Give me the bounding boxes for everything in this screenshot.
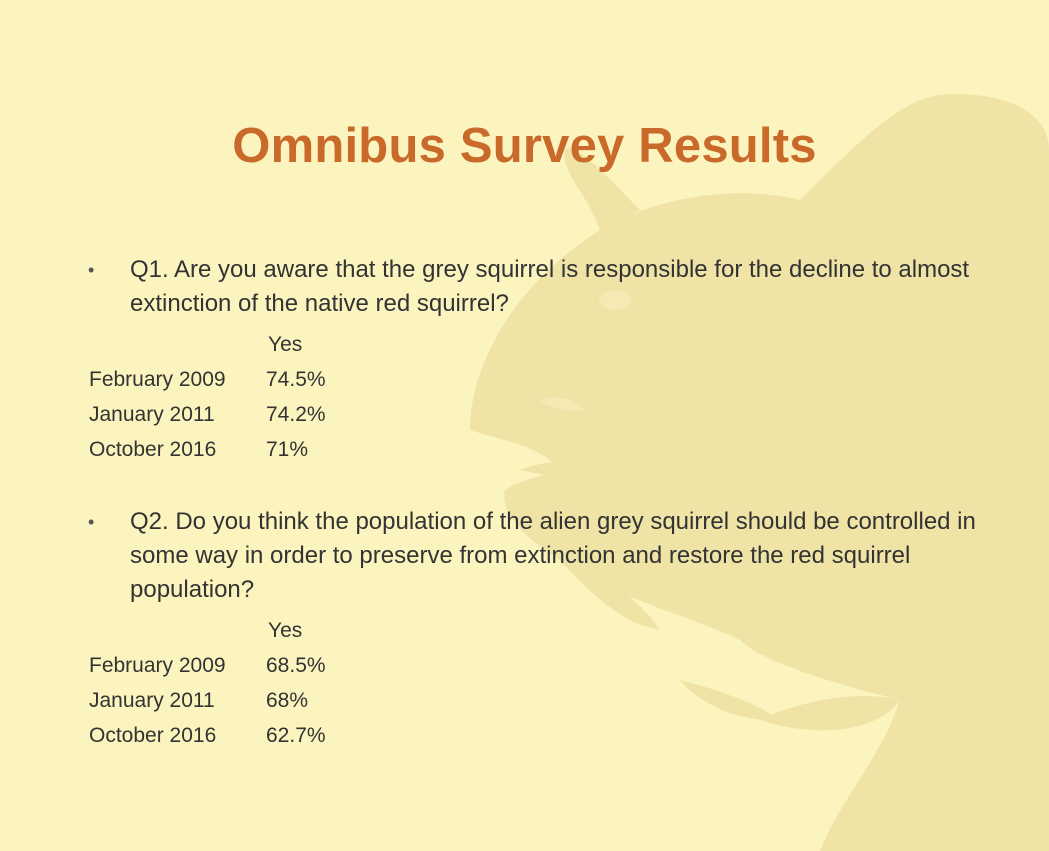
- row-value: 68%: [266, 689, 309, 712]
- row-label: January 2011: [89, 403, 215, 426]
- column-header-yes: Yes: [268, 333, 303, 356]
- row-label: October 2016: [89, 438, 217, 461]
- row-label: January 2011: [89, 689, 215, 712]
- row-value: 71%: [266, 438, 309, 461]
- slide-title: Omnibus Survey Results: [232, 119, 817, 173]
- question-text: Q2. Do you think the population of the a…: [130, 508, 976, 603]
- row-label: February 2009: [89, 368, 226, 391]
- bullet: •: [88, 512, 95, 532]
- row-value: 74.5%: [266, 368, 326, 391]
- bullet: •: [88, 260, 95, 280]
- row-label: October 2016: [89, 724, 217, 747]
- row-label: February 2009: [89, 654, 226, 677]
- row-value: 62.7%: [266, 724, 326, 747]
- row-value: 68.5%: [266, 654, 326, 677]
- column-header-yes: Yes: [268, 619, 303, 642]
- question-text: Q1. Are you aware that the grey squirrel…: [130, 256, 970, 317]
- row-value: 74.2%: [266, 403, 326, 426]
